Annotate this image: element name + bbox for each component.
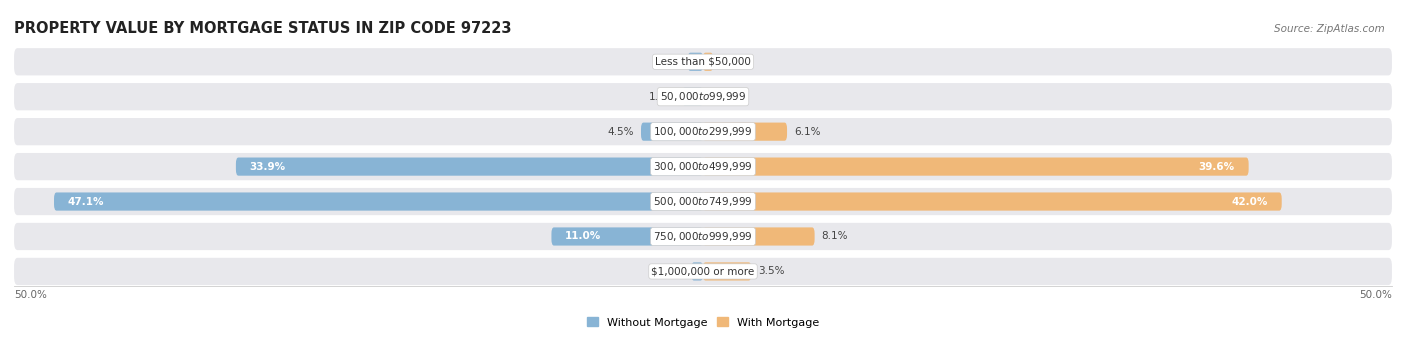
Text: 3.5%: 3.5% [758,267,785,276]
FancyBboxPatch shape [14,83,1392,110]
FancyBboxPatch shape [703,227,814,245]
Text: 6.1%: 6.1% [794,127,821,137]
Text: $300,000 to $499,999: $300,000 to $499,999 [654,160,752,173]
FancyBboxPatch shape [703,157,1249,176]
Text: 4.5%: 4.5% [607,127,634,137]
FancyBboxPatch shape [14,258,1392,285]
Text: Source: ZipAtlas.com: Source: ZipAtlas.com [1274,24,1385,34]
Text: 42.0%: 42.0% [1232,197,1268,206]
FancyBboxPatch shape [703,53,713,71]
FancyBboxPatch shape [703,123,787,141]
FancyBboxPatch shape [692,262,703,280]
Text: 0.84%: 0.84% [651,267,685,276]
Text: $1,000,000 or more: $1,000,000 or more [651,267,755,276]
FancyBboxPatch shape [236,157,703,176]
Text: 50.0%: 50.0% [1360,290,1392,300]
Text: $500,000 to $749,999: $500,000 to $749,999 [654,195,752,208]
Text: $50,000 to $99,999: $50,000 to $99,999 [659,90,747,103]
Text: 33.9%: 33.9% [250,162,285,172]
Text: PROPERTY VALUE BY MORTGAGE STATUS IN ZIP CODE 97223: PROPERTY VALUE BY MORTGAGE STATUS IN ZIP… [14,20,512,36]
FancyBboxPatch shape [688,53,703,71]
FancyBboxPatch shape [551,227,703,245]
Text: Less than $50,000: Less than $50,000 [655,57,751,67]
FancyBboxPatch shape [14,188,1392,215]
FancyBboxPatch shape [641,123,703,141]
Legend: Without Mortgage, With Mortgage: Without Mortgage, With Mortgage [582,313,824,332]
Text: 0.73%: 0.73% [720,57,754,67]
Text: $750,000 to $999,999: $750,000 to $999,999 [654,230,752,243]
Text: 0.0%: 0.0% [710,92,737,102]
Text: 1.5%: 1.5% [650,92,675,102]
Text: 1.1%: 1.1% [654,57,681,67]
FancyBboxPatch shape [682,88,703,106]
Text: 8.1%: 8.1% [821,232,848,241]
Text: 11.0%: 11.0% [565,232,602,241]
FancyBboxPatch shape [14,153,1392,180]
FancyBboxPatch shape [703,262,751,280]
FancyBboxPatch shape [53,192,703,210]
FancyBboxPatch shape [14,223,1392,250]
FancyBboxPatch shape [14,118,1392,145]
Text: 47.1%: 47.1% [67,197,104,206]
Text: $100,000 to $299,999: $100,000 to $299,999 [654,125,752,138]
Text: 50.0%: 50.0% [14,290,46,300]
FancyBboxPatch shape [703,192,1282,210]
FancyBboxPatch shape [14,48,1392,75]
Text: 39.6%: 39.6% [1199,162,1234,172]
